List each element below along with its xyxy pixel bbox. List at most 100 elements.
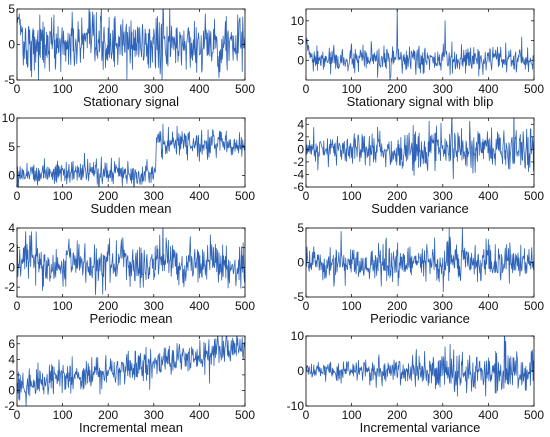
y-tick-label: 0	[297, 364, 304, 378]
x-tick-label: 0	[303, 82, 310, 96]
series-line	[17, 9, 245, 80]
y-tick-label: 5	[297, 34, 304, 48]
series-line	[306, 228, 534, 292]
x-tick-label: 500	[524, 82, 544, 96]
x-tick-label: 300	[144, 189, 164, 203]
y-tick-label: -2	[293, 155, 304, 169]
series-line	[306, 9, 534, 80]
x-tick-label: 100	[53, 82, 73, 96]
x-tick-label: 100	[342, 189, 362, 203]
x-tick-label: 100	[53, 408, 73, 422]
x-tick-label: 300	[433, 299, 453, 313]
y-tick-label: -6	[293, 180, 304, 194]
y-tick-label: 4	[297, 117, 304, 131]
y-tick-label: 2	[8, 241, 15, 255]
x-tick-label: 400	[478, 82, 498, 96]
subplot-3: 0 100 200 300 400 500 0 5 10 Sudden mean	[2, 111, 256, 216]
y-tick-label: 4	[8, 221, 15, 235]
x-tick-label: 200	[387, 189, 407, 203]
subplot-5: 0 100 200 300 400 500 -2 0 2 4 Periodic mean	[4, 221, 255, 326]
x-tick-label: 0	[14, 408, 21, 422]
x-tick-label: 400	[189, 408, 209, 422]
x-tick-label: 200	[387, 408, 407, 422]
axes-frame	[305, 8, 535, 81]
x-tick-label: 500	[524, 299, 544, 313]
y-tick-label: -2	[4, 280, 15, 294]
series-line	[17, 123, 245, 187]
x-tick-label: 500	[524, 408, 544, 422]
x-tick-label: 0	[14, 82, 21, 96]
y-tick-label: 0	[8, 169, 15, 183]
y-tick-label: -4	[293, 167, 304, 181]
x-tick-label: 300	[144, 408, 164, 422]
y-tick-label: 5	[8, 140, 15, 154]
x-tick-label: 400	[189, 189, 209, 203]
y-tick-label: 4	[8, 352, 15, 366]
x-tick-label: 300	[144, 299, 164, 313]
x-tick-label: 300	[144, 82, 164, 96]
axes-frame	[16, 227, 246, 298]
x-tick-label: 500	[235, 82, 255, 96]
y-tick-label: 0	[8, 260, 15, 274]
x-tick-label: 100	[342, 82, 362, 96]
y-tick-label: 0	[297, 142, 304, 156]
x-tick-label: 500	[235, 189, 255, 203]
y-tick-label: 0	[8, 383, 15, 397]
y-tick-label: -10	[287, 399, 305, 413]
x-tick-label: 100	[342, 408, 362, 422]
x-tick-label: 300	[433, 408, 453, 422]
x-tick-label: 0	[303, 408, 310, 422]
x-axis-label: Stationary signal with blip	[347, 94, 494, 109]
y-tick-label: -5	[4, 73, 15, 87]
x-tick-label: 200	[98, 189, 118, 203]
x-tick-label: 200	[387, 299, 407, 313]
y-tick-label: 2	[8, 368, 15, 382]
x-tick-label: 200	[98, 408, 118, 422]
y-tick-label: 10	[2, 111, 16, 125]
x-tick-label: 300	[433, 189, 453, 203]
x-tick-label: 100	[53, 189, 73, 203]
y-tick-label: 2	[297, 130, 304, 144]
axes-frame	[16, 335, 246, 407]
y-tick-label: -2	[4, 399, 15, 413]
x-tick-label: 400	[189, 82, 209, 96]
y-tick-label: -5	[293, 290, 304, 304]
series-line	[17, 336, 245, 406]
x-axis-label: Periodic mean	[89, 311, 172, 326]
x-tick-label: 400	[189, 299, 209, 313]
x-tick-label: 500	[235, 408, 255, 422]
y-tick-label: 10	[291, 329, 305, 343]
y-tick-label: 5	[297, 221, 304, 235]
y-tick-label: 0	[297, 53, 304, 67]
x-tick-label: 200	[387, 82, 407, 96]
x-tick-label: 500	[524, 189, 544, 203]
x-tick-label: 200	[98, 299, 118, 313]
axes-frame	[305, 117, 535, 188]
x-tick-label: 400	[478, 189, 498, 203]
axes-frame	[16, 117, 246, 188]
series-line	[306, 336, 534, 397]
x-axis-label: Incremental variance	[360, 420, 481, 435]
series-line	[17, 228, 245, 296]
x-tick-label: 0	[303, 299, 310, 313]
x-tick-label: 0	[303, 189, 310, 203]
x-axis-label: Sudden mean	[91, 201, 172, 216]
x-tick-label: 400	[478, 299, 498, 313]
x-tick-label: 500	[235, 299, 255, 313]
y-tick-label: 6	[8, 337, 15, 351]
y-tick-label: 0	[8, 38, 15, 52]
subplot-2: 0 100 200 300 400 500 0 5 10 Stationary signal wi…	[291, 8, 544, 109]
x-tick-label: 100	[53, 299, 73, 313]
y-tick-label: 0	[297, 256, 304, 270]
x-tick-label: 200	[98, 82, 118, 96]
y-tick-label: 5	[8, 2, 15, 16]
x-tick-label: 0	[14, 299, 21, 313]
x-tick-label: 0	[14, 189, 21, 203]
x-tick-label: 100	[342, 299, 362, 313]
